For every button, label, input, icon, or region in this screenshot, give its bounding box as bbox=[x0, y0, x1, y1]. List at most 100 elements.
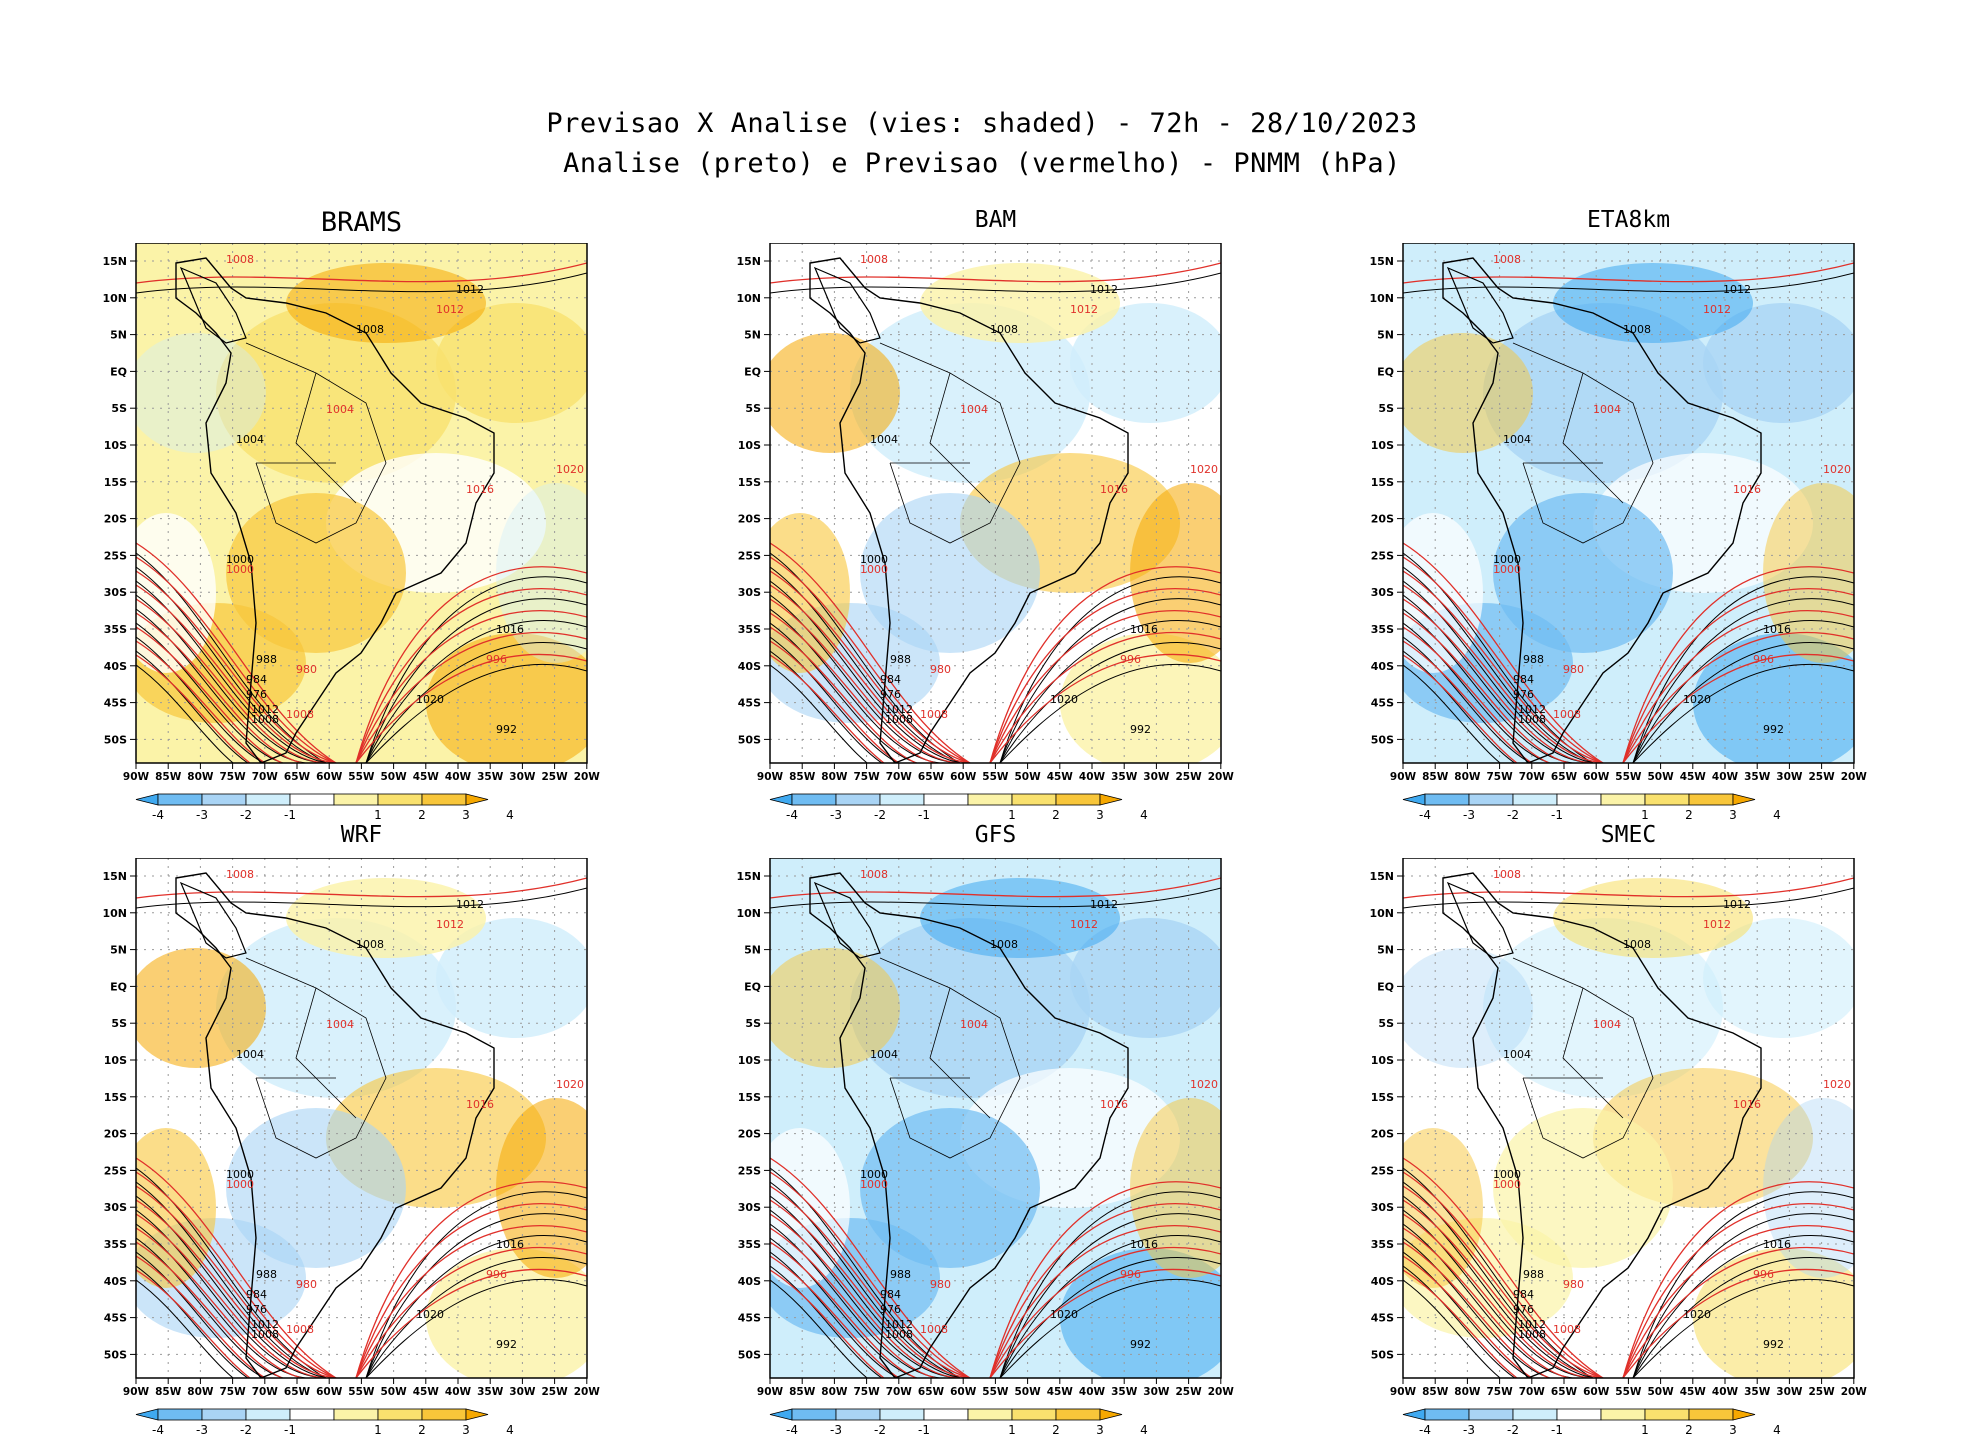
lon-tick-label: 45W bbox=[1680, 1386, 1707, 1398]
forecast-contour-label: 1000 bbox=[860, 563, 888, 576]
lon-tick-label: 20W bbox=[1208, 771, 1235, 783]
bias-area bbox=[426, 633, 587, 763]
bias-area bbox=[1483, 918, 1723, 1098]
lon-tick-label: 50W bbox=[380, 771, 407, 783]
lon-tick-label: 65W bbox=[284, 771, 311, 783]
lon-tick-label: 40W bbox=[1079, 1386, 1106, 1398]
south-america-coastline bbox=[175, 872, 495, 1378]
analysis-contour-label: 1020 bbox=[416, 1308, 444, 1321]
lat-tick-label: 40S bbox=[104, 1275, 127, 1288]
analysis-isobar bbox=[365, 1213, 587, 1378]
colorbar-segment bbox=[791, 1408, 837, 1421]
colorbar-segment bbox=[1468, 1408, 1514, 1421]
colorbar-tick-label: -2 bbox=[1507, 1423, 1519, 1437]
analysis-isobar bbox=[770, 1237, 960, 1378]
lat-tick-label: 50S bbox=[104, 1348, 127, 1361]
analysis-isobar bbox=[136, 580, 327, 763]
colorbar-arrow-high bbox=[1099, 1408, 1123, 1421]
forecast-isobar bbox=[136, 584, 337, 763]
analysis-isobar bbox=[365, 1257, 587, 1378]
analysis-contour-label: 992 bbox=[1130, 1338, 1151, 1351]
analysis-contour-label: 1004 bbox=[236, 1048, 264, 1061]
lon-tick-label: 50W bbox=[1647, 1386, 1674, 1398]
lat-tick-label: 10N bbox=[1369, 292, 1394, 305]
lat-tick-label: 40S bbox=[104, 660, 127, 673]
lon-tick-label: 30W bbox=[1776, 771, 1803, 783]
colorbar-segment bbox=[1011, 1408, 1057, 1421]
lat-tick-label: 15N bbox=[1369, 255, 1394, 268]
lat-tick-label: 20S bbox=[1371, 513, 1394, 526]
forecast-isobar bbox=[136, 570, 337, 763]
lon-tick-label: 90W bbox=[1390, 1386, 1417, 1398]
forecast-isobar bbox=[989, 588, 1221, 763]
forecast-contour-label: 980 bbox=[930, 663, 951, 676]
analysis-isobar bbox=[999, 642, 1221, 763]
lat-tick-label: 10N bbox=[102, 292, 127, 305]
forecast-isobar bbox=[1403, 570, 1604, 763]
forecast-isobar bbox=[989, 1224, 1221, 1378]
forecast-isobar bbox=[1403, 1269, 1603, 1378]
colorbar-tick-label: -3 bbox=[196, 1423, 208, 1437]
colorbar: -4 -3 -2 -1 1 2 3 4 bbox=[135, 793, 514, 822]
colorbar-arrow-high bbox=[1732, 1408, 1756, 1421]
colorbar-segment bbox=[1688, 1408, 1734, 1421]
lat-tick-label: 30S bbox=[104, 1201, 127, 1214]
analysis-isobar bbox=[770, 1251, 960, 1378]
analysis-isobar bbox=[1403, 272, 1854, 294]
colorbar-tick-label: 3 bbox=[1729, 808, 1737, 822]
colorbar-tick-label: -4 bbox=[786, 808, 798, 822]
forecast-isobar bbox=[1403, 598, 1603, 763]
analysis-isobar bbox=[1403, 650, 1593, 763]
lon-tick-label: 60W bbox=[316, 771, 343, 783]
lon-tick-label: 30W bbox=[509, 1386, 536, 1398]
analysis-contour-label: 1016 bbox=[1763, 1238, 1791, 1251]
analysis-contour-label: 1008 bbox=[885, 1328, 913, 1341]
isobars bbox=[770, 262, 1221, 763]
country-borders bbox=[879, 342, 1021, 544]
analysis-isobar bbox=[770, 580, 961, 763]
bias-area bbox=[426, 1248, 587, 1378]
forecast-isobar bbox=[1403, 654, 1603, 763]
lon-tick-label: 75W bbox=[1486, 1386, 1513, 1398]
analysis-isobar bbox=[136, 1181, 327, 1378]
lon-tick-label: 65W bbox=[284, 1386, 311, 1398]
colorbar-tick-label: -3 bbox=[830, 1423, 842, 1437]
analysis-isobar bbox=[770, 636, 960, 763]
lon-tick-label: 80W bbox=[1454, 1386, 1481, 1398]
bias-shading: 1012100810041000101610209929889849761012… bbox=[136, 243, 587, 763]
colorbar-tick-label: 1 bbox=[1641, 1423, 1649, 1437]
colorbar-tick-label: 3 bbox=[1729, 1423, 1737, 1437]
forecast-isobar bbox=[989, 609, 1221, 763]
colorbar-tick-label: 4 bbox=[1140, 808, 1148, 822]
lon-tick-label: 65W bbox=[1551, 1386, 1578, 1398]
analysis-contour-label: 988 bbox=[890, 1268, 911, 1281]
lat-tick-label: 10S bbox=[104, 439, 127, 452]
forecast-contour-label: 1016 bbox=[1100, 483, 1128, 496]
analysis-isobar bbox=[1403, 1209, 1594, 1378]
colorbar-tick-label: 1 bbox=[374, 1423, 382, 1437]
forecast-isobar bbox=[136, 1171, 337, 1378]
forecast-contour-label: 980 bbox=[1563, 663, 1584, 676]
analysis-isobar bbox=[770, 1265, 960, 1378]
lon-tick-label: 35W bbox=[477, 1386, 504, 1398]
bias-area bbox=[436, 303, 587, 423]
lon-tick-label: 40W bbox=[445, 1386, 472, 1398]
analysis-contour-label: 984 bbox=[880, 673, 901, 686]
lat-tick-label: 15S bbox=[104, 476, 127, 489]
forecast-contour-label: 980 bbox=[296, 663, 317, 676]
colorbar-tick-label: 2 bbox=[1685, 808, 1693, 822]
colorbar-segment bbox=[289, 793, 335, 806]
analysis-contour-label: 1012 bbox=[1518, 1318, 1546, 1331]
colorbar-tick-label: 3 bbox=[462, 1423, 470, 1437]
colorbar-tick-label: 2 bbox=[1052, 1423, 1060, 1437]
analysis-contour-label: 1008 bbox=[885, 713, 913, 726]
lat-tick-label: 20S bbox=[1371, 1128, 1394, 1141]
lat-tick-label: 25S bbox=[104, 1164, 127, 1177]
lon-tick-label: 55W bbox=[348, 771, 375, 783]
colorbar-tick-label: -1 bbox=[918, 808, 930, 822]
south-america-coastline bbox=[1442, 257, 1762, 763]
colorbar-segment bbox=[1512, 1408, 1558, 1421]
forecast-isobar bbox=[355, 1181, 587, 1378]
forecast-isobar bbox=[1622, 1224, 1854, 1378]
lon-tick-label: 35W bbox=[1111, 771, 1138, 783]
